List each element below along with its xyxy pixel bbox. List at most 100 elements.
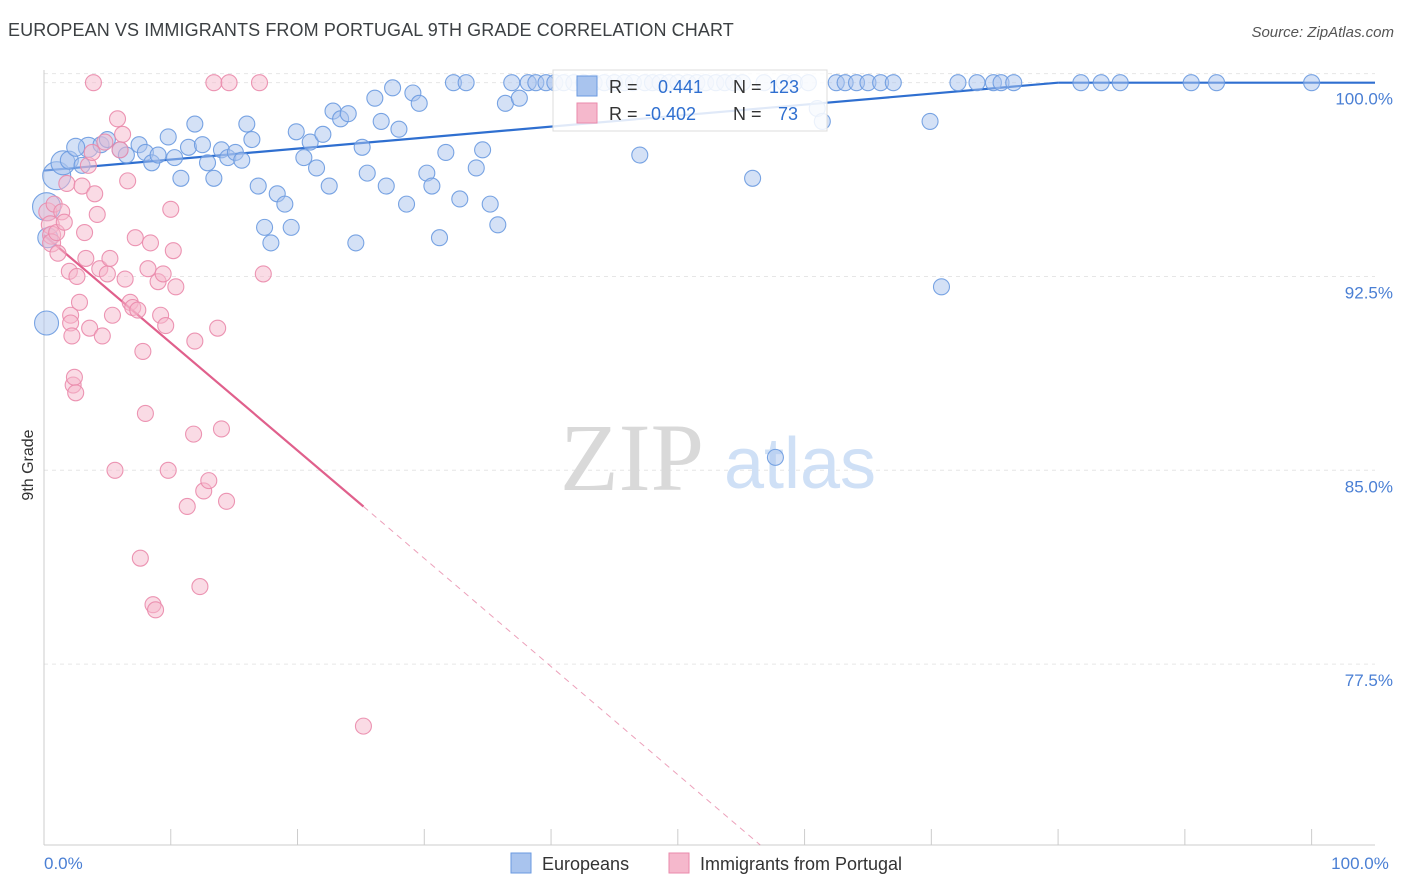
europeans-point-117 <box>1072 74 1090 92</box>
trend-lines <box>43 81 1375 846</box>
europeans-point-118 <box>1092 74 1110 92</box>
legend-r-value-2: -0.402 <box>645 104 696 124</box>
portugal-point-20 <box>76 224 94 242</box>
europeans-point-111 <box>932 278 951 296</box>
europeans-point-37 <box>287 123 305 141</box>
portugal-point-37 <box>116 270 134 288</box>
europeans-point-7 <box>66 137 86 157</box>
portugal-point-31 <box>101 249 119 267</box>
portugal-point-67 <box>217 492 236 510</box>
legend-r-label-1: R = <box>609 77 638 97</box>
europeans-point-112 <box>949 74 967 92</box>
portugal-point-65 <box>209 319 227 337</box>
europeans-point-42 <box>320 177 338 195</box>
y-tick-label-2: 85.0% <box>1345 477 1393 496</box>
europeans-point-59 <box>430 229 449 247</box>
europeans-point-62 <box>451 190 469 208</box>
portugal-point-72 <box>84 74 102 92</box>
portugal-point-25 <box>86 185 104 203</box>
europeans-point-98 <box>766 448 784 466</box>
portugal-point-49 <box>147 601 165 619</box>
europeans-point-48 <box>358 164 376 182</box>
europeans-point-83 <box>631 146 649 164</box>
europeans-point-96 <box>744 169 762 187</box>
portugal-point-6 <box>49 244 67 262</box>
stats-legend: R = 0.441 N = 123 R = -0.402 N = 73 <box>552 69 828 132</box>
portugal-point-8 <box>55 213 73 231</box>
portugal-point-28 <box>93 327 111 345</box>
europeans-point-64 <box>467 159 485 177</box>
europeans-point-50 <box>372 112 390 130</box>
europeans-point-39 <box>301 133 319 151</box>
legend-n-label-2: N = <box>733 104 762 124</box>
watermark-atlas: atlas <box>724 424 876 504</box>
europeans-point-18 <box>166 149 184 167</box>
portugal-point-29 <box>96 133 114 151</box>
portugal-point-23 <box>81 319 99 337</box>
europeans-point-49 <box>366 89 384 107</box>
portugal-point-54 <box>159 461 177 479</box>
europeans-point-17 <box>159 128 177 146</box>
europeans-point-109 <box>884 74 902 92</box>
portugal-point-19 <box>73 177 91 195</box>
portugal-point-57 <box>167 278 185 296</box>
europeans-point-24 <box>205 169 223 187</box>
legend-n-label-1: N = <box>733 77 762 97</box>
europeans-point-113 <box>968 74 986 92</box>
europeans-point-22 <box>193 136 212 154</box>
portugal-trend-line <box>43 234 365 508</box>
portugal-point-30 <box>98 265 116 283</box>
europeans-point-110 <box>921 112 939 130</box>
portugal-point-26 <box>88 205 106 224</box>
portugal-point-35 <box>111 141 129 159</box>
portugal-point-61 <box>191 578 209 596</box>
legend-europeans-swatch <box>576 75 598 97</box>
portugal-point-17 <box>68 267 86 286</box>
europeans-point-53 <box>390 120 408 138</box>
y-tick-label-0: 100.0% <box>1335 90 1393 109</box>
europeans-point-16 <box>149 146 167 164</box>
portugal-point-38 <box>119 172 137 190</box>
portugal-point-13 <box>63 327 81 345</box>
legend-portugal-swatch <box>576 102 598 124</box>
portugal-point-18 <box>70 293 89 311</box>
watermark: ZIP atlas <box>560 404 876 511</box>
portugal-point-43 <box>131 549 149 567</box>
portugal-point-47 <box>141 234 160 252</box>
bottom-legend-portugal-swatch <box>668 852 690 874</box>
portugal-point-9 <box>58 174 76 193</box>
series-legend: Europeans Immigrants from Portugal <box>510 852 902 874</box>
europeans-point-45 <box>339 105 357 123</box>
portugal-point-56 <box>164 242 182 260</box>
portugal-point-58 <box>178 497 196 516</box>
europeans-point-119 <box>1111 74 1129 92</box>
europeans-point-21 <box>186 115 204 133</box>
europeans-point-70 <box>510 89 528 107</box>
portugal-point-63 <box>200 472 218 490</box>
bottom-legend-europeans-swatch <box>510 852 532 874</box>
europeans-point-67 <box>489 216 507 234</box>
portugal-point-41 <box>126 229 144 247</box>
watermark-zip: ZIP <box>560 404 704 511</box>
europeans-point-47 <box>353 138 371 156</box>
portugal-point-16 <box>67 384 85 402</box>
portugal-point-71 <box>354 717 372 735</box>
y-axis-label: 9th Grade <box>20 429 37 500</box>
source-label: Source: ZipAtlas.com <box>1251 24 1394 41</box>
portugal-point-66 <box>212 420 231 438</box>
x-tick-label-0: 0.0% <box>44 854 83 873</box>
y-tick-labels: 100.0% 92.5% 85.0% 77.5% <box>1335 90 1393 690</box>
europeans-point-23 <box>198 154 217 172</box>
portugal-point-60 <box>186 332 204 350</box>
europeans-point-41 <box>314 125 332 143</box>
chart-title: EUROPEAN VS IMMIGRANTS FROM PORTUGAL 9TH… <box>8 20 734 40</box>
portugal-point-44 <box>134 342 152 360</box>
portugal-point-53 <box>157 317 175 335</box>
portugal-point-70 <box>254 265 272 283</box>
bottom-legend-portugal-label: Immigrants from Portugal <box>700 854 902 874</box>
portugal-point-52 <box>154 265 172 283</box>
europeans-point-65 <box>474 141 492 159</box>
europeans-point-31 <box>249 177 267 195</box>
portugal-point-21 <box>77 249 95 267</box>
